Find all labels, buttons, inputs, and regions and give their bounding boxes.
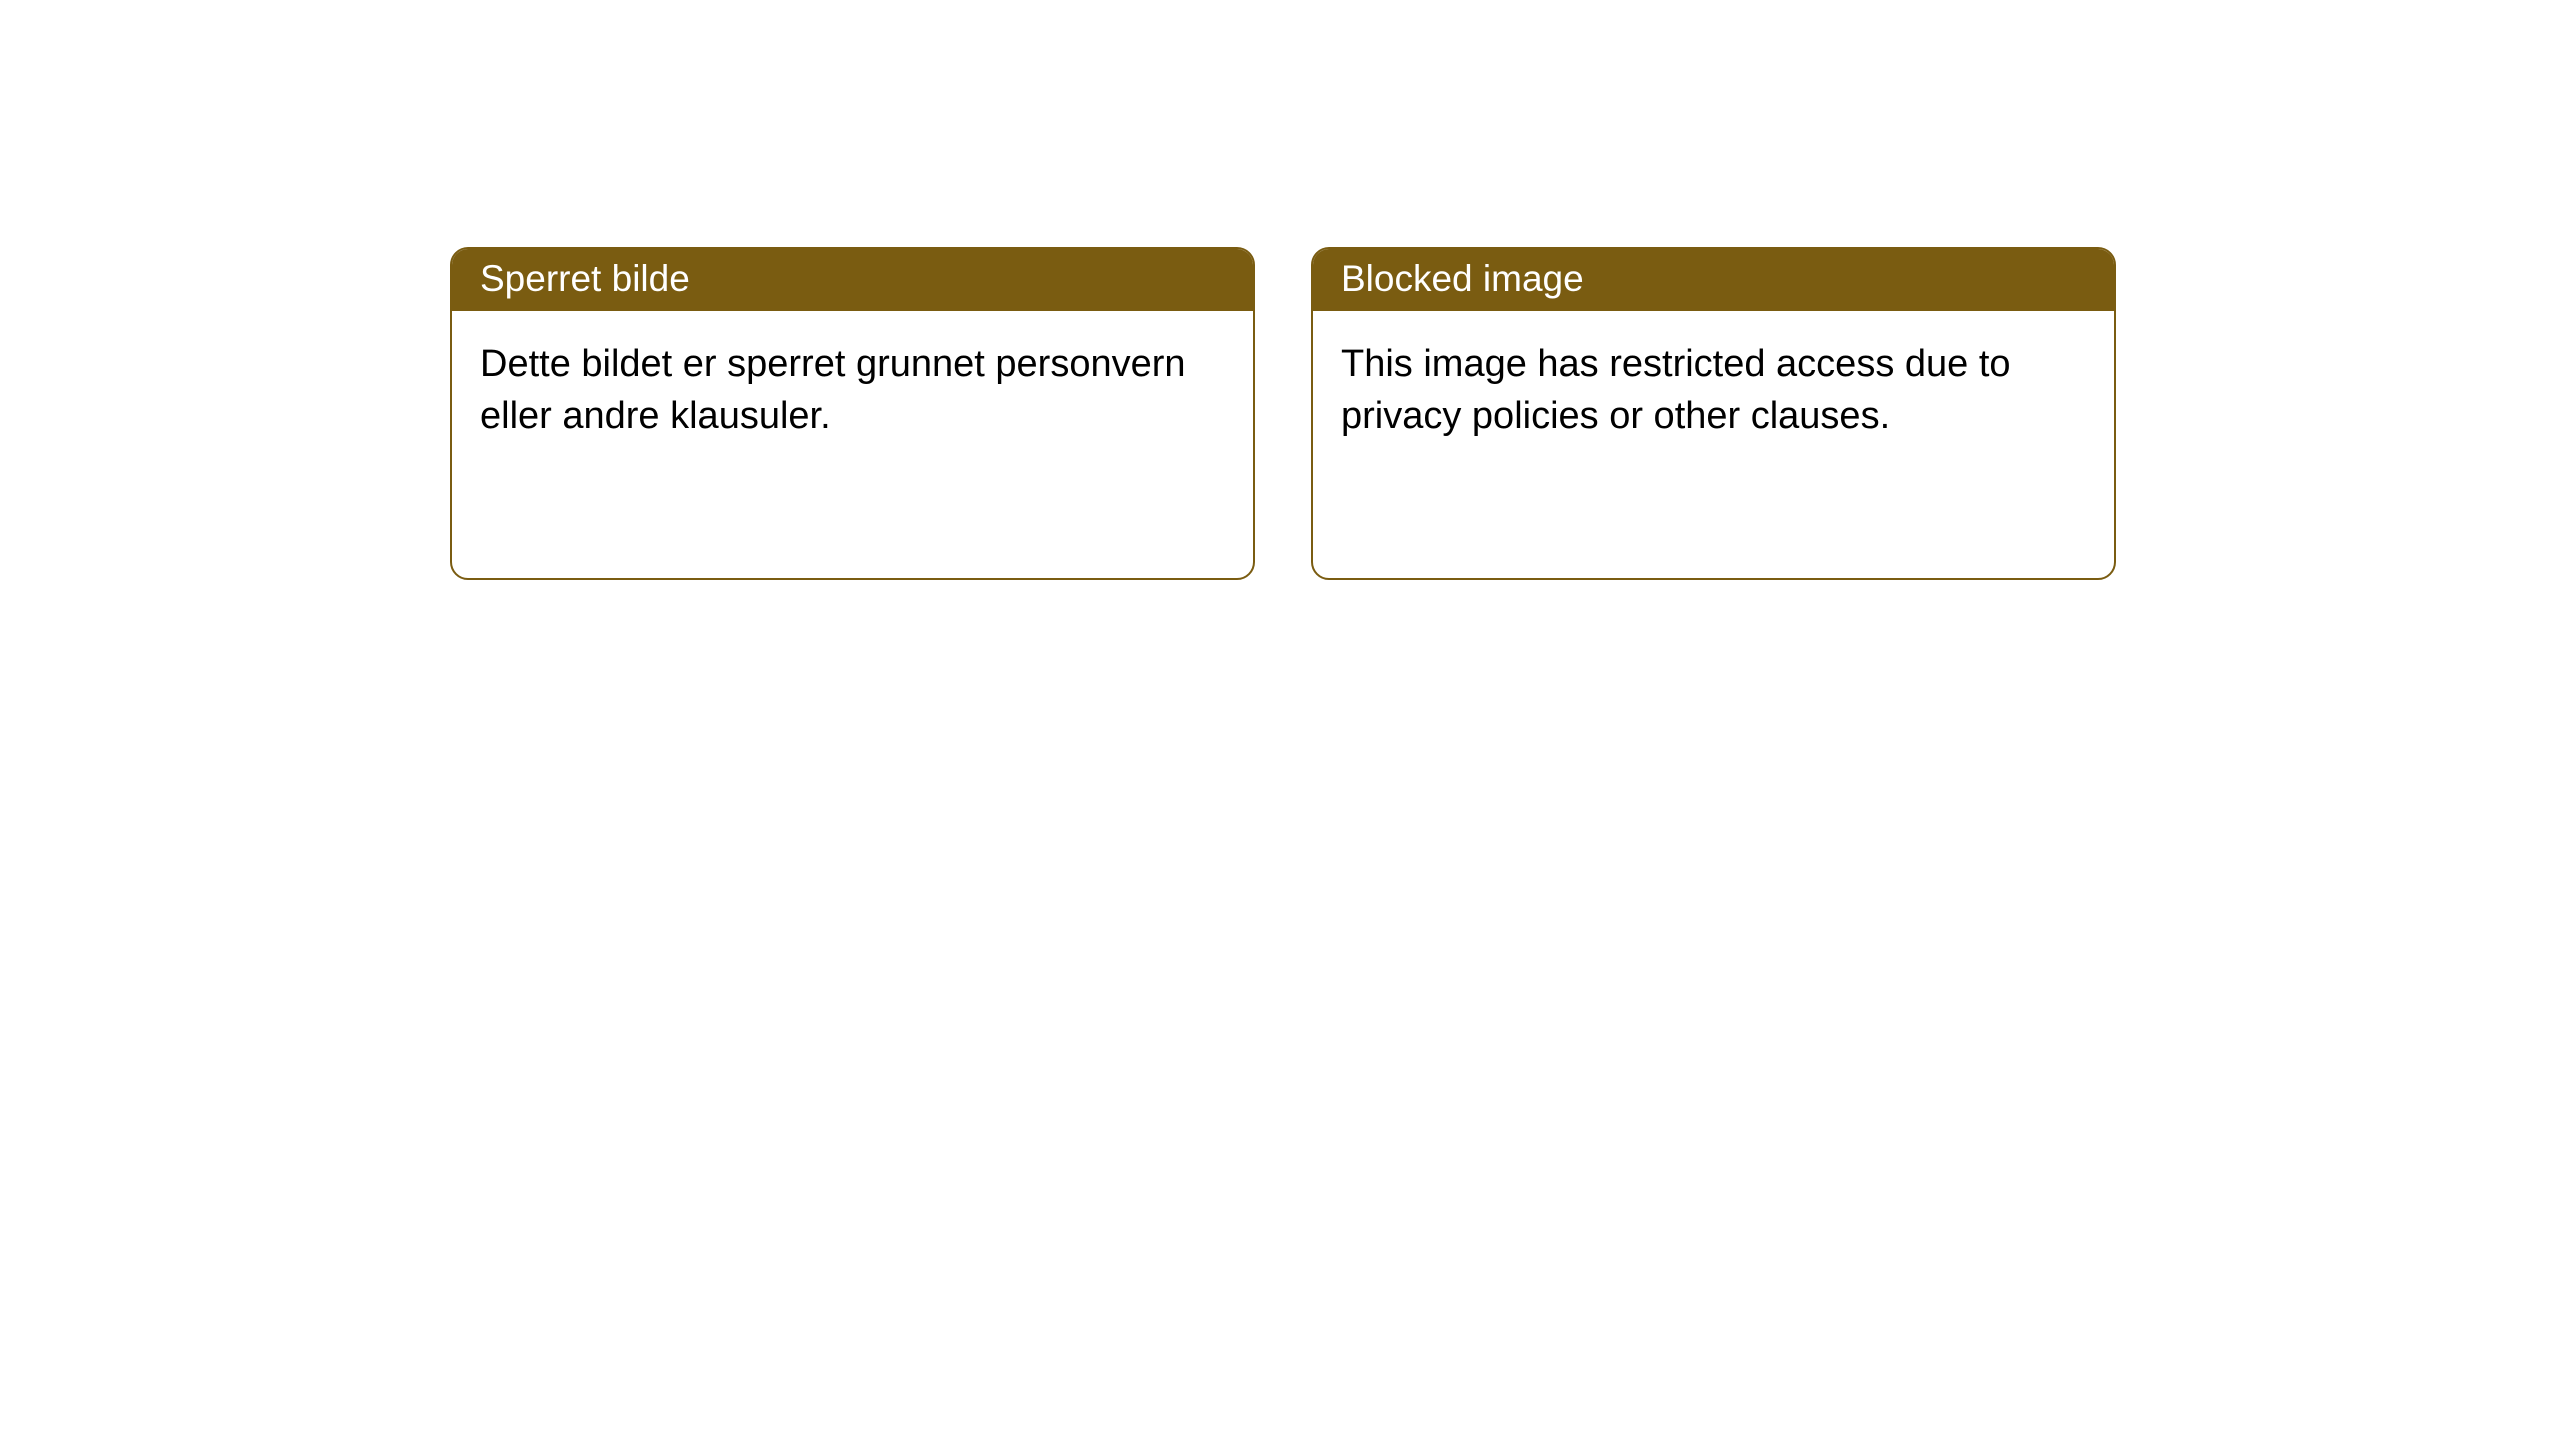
notice-card-norwegian: Sperret bilde Dette bildet er sperret gr… — [450, 247, 1255, 580]
notice-card-title: Sperret bilde — [452, 249, 1253, 311]
notice-card-english: Blocked image This image has restricted … — [1311, 247, 2116, 580]
notice-cards-container: Sperret bilde Dette bildet er sperret gr… — [450, 247, 2116, 580]
notice-card-body: Dette bildet er sperret grunnet personve… — [452, 311, 1253, 462]
notice-card-body: This image has restricted access due to … — [1313, 311, 2114, 462]
notice-card-title: Blocked image — [1313, 249, 2114, 311]
